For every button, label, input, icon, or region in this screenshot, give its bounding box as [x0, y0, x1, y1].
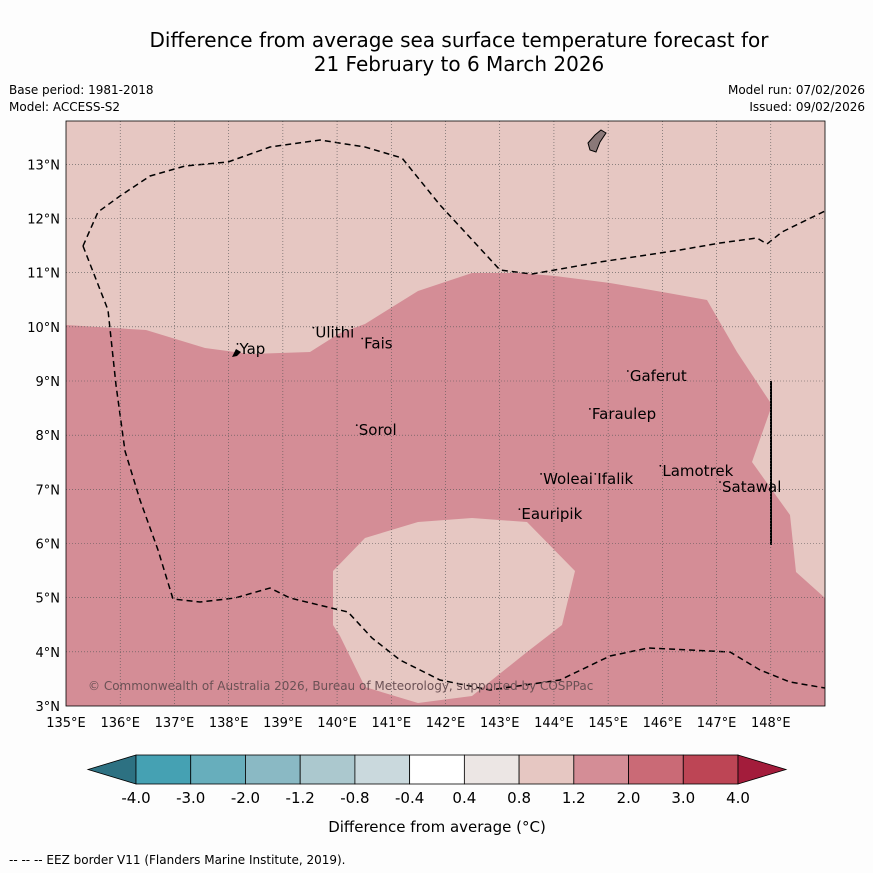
meta-left: Base period: 1981-2018 Model: ACCESS-S2	[9, 82, 154, 116]
place-label-gaferut: Gaferut	[630, 367, 687, 385]
lon-tick-label: 141°E	[372, 716, 412, 731]
place-label-yap: Yap	[238, 340, 265, 358]
colorbar-segment	[409, 754, 465, 785]
title-line-1: Difference from average sea surface temp…	[149, 28, 769, 52]
lat-tick-label: 7°N	[36, 483, 61, 498]
place-label-lamotrek: Lamotrek	[662, 462, 733, 480]
lon-tick-label: 142°E	[426, 716, 466, 731]
lon-tick-label: 144°E	[534, 716, 574, 731]
place-label-sorol: Sorol	[359, 421, 397, 439]
lon-tick-label: 137°E	[155, 716, 195, 731]
place-label-ulithi: Ulithi	[315, 324, 354, 342]
atoll-marker	[659, 464, 662, 467]
colorbar-tick-label: -2.0	[231, 789, 260, 807]
atoll-marker	[719, 481, 721, 483]
colorbar-tick-label: -0.8	[340, 789, 369, 807]
model-run: Model run: 07/02/2026	[727, 83, 865, 97]
map-plot-area: Yap Ulithi Fais Sorol Gaferut Faraulep Woleai I…	[66, 121, 825, 706]
colorbar-tick-label: 0.4	[452, 789, 476, 807]
lat-tick-label: 13°N	[27, 158, 60, 173]
lat-tick-label: 9°N	[36, 375, 61, 390]
atoll-marker	[236, 343, 239, 345]
colorbar-segment	[628, 754, 684, 785]
lon-tick-label: 136°E	[100, 716, 140, 731]
latitude-tick-labels: 3°N 4°N 5°N 6°N 7°N 8°N 9°N 10°N 11°N 12°N 13°N	[27, 158, 60, 715]
atoll-marker	[594, 473, 597, 475]
colorbar-segment	[135, 754, 192, 785]
colorbar-segment	[299, 754, 356, 785]
lon-tick-label: 148°E	[751, 716, 791, 731]
place-label-woleai: Woleai	[543, 470, 593, 488]
lon-tick-label: 145°E	[588, 716, 628, 731]
lat-tick-label: 10°N	[27, 321, 60, 336]
lat-tick-label: 12°N	[27, 213, 60, 228]
copyright-notice: © Commonwealth of Australia 2026, Bureau…	[88, 679, 593, 693]
lon-tick-label: 135°E	[46, 716, 86, 731]
eez-border-west	[82, 139, 825, 275]
atoll-marker	[588, 408, 591, 410]
colorbar-title: Difference from average (°C)	[328, 818, 546, 836]
atoll-marker	[626, 370, 629, 372]
colorbar-tick-label: 2.0	[617, 789, 641, 807]
meta-right: Model run: 07/02/2026 Issued: 09/02/2026	[728, 82, 865, 116]
atoll-marker	[518, 508, 521, 511]
place-label-eauripik: Eauripik	[521, 505, 582, 523]
colorbar-tick-label: 1.2	[562, 789, 586, 807]
colorbar-tick-label: 3.0	[671, 789, 695, 807]
lon-tick-label: 140°E	[317, 716, 357, 731]
colorbar-segment	[682, 754, 739, 785]
colorbar-tick-label: 0.8	[507, 789, 531, 807]
colorbar-segment	[354, 754, 411, 785]
place-label-satawal: Satawal	[722, 478, 781, 496]
lat-tick-label: 5°N	[36, 592, 61, 607]
colorbar-segment	[573, 754, 629, 785]
lon-tick-label: 138°E	[209, 716, 249, 731]
lat-tick-label: 8°N	[36, 429, 61, 444]
atoll-marker	[361, 337, 364, 340]
place-label-ifalik: Ifalik	[597, 470, 633, 488]
place-label-fais: Fais	[364, 335, 393, 353]
colorbar-tick-label: -1.2	[286, 789, 315, 807]
lat-tick-label: 3°N	[36, 700, 61, 715]
lon-tick-label: 139°E	[263, 716, 303, 731]
colorbar-tick-label: -4.0	[121, 789, 150, 807]
lat-tick-label: 4°N	[36, 646, 61, 661]
lon-tick-label: 147°E	[697, 716, 737, 731]
atoll-marker	[355, 424, 358, 427]
lat-tick-label: 11°N	[27, 267, 60, 282]
graticule	[66, 121, 825, 706]
colorbar-segment	[245, 754, 301, 785]
colorbar-tick-label: -0.4	[395, 789, 424, 807]
lon-tick-label: 143°E	[480, 716, 520, 731]
base-period: Base period: 1981-2018	[9, 83, 154, 97]
lon-tick-label: 146°E	[643, 716, 683, 731]
title-line-2: 21 February to 6 March 2026	[313, 52, 605, 76]
eez-footnote: -- -- -- EEZ border V11 (Flanders Marine…	[9, 853, 346, 867]
model-name: Model: ACCESS-S2	[9, 100, 121, 114]
issued-date: Issued: 09/02/2026	[749, 100, 865, 114]
colorbar-high-extend	[737, 754, 788, 785]
guam-island	[587, 129, 607, 153]
place-label-faraulep: Faraulep	[592, 405, 656, 423]
atoll-marker	[312, 326, 315, 329]
yap-island	[232, 349, 241, 357]
colorbar-tick-label: 4.0	[726, 789, 750, 807]
map-frame	[65, 120, 826, 707]
eez-border-west-side	[82, 245, 825, 691]
colorbar-segment	[463, 754, 520, 785]
colorbar-tick-label: -3.0	[176, 789, 205, 807]
place-labels: Yap Ulithi Fais Sorol Gaferut Faraulep Woleai I…	[236, 324, 781, 523]
colorbar: -4.0 -3.0 -2.0 -1.2 -0.8 -0.4 0.4 0.8 1.2 2.0 3.0 4…	[86, 754, 788, 807]
atoll-marker	[540, 473, 542, 475]
colorbar-segment	[190, 754, 246, 785]
longitude-tick-labels: 135°E 136°E 137°E 138°E 139°E 140°E 141°E 142°E…	[46, 716, 790, 731]
colorbar-segment	[518, 754, 575, 785]
map-title: Difference from average sea surface temp…	[0, 28, 873, 76]
colorbar-low-extend	[86, 754, 137, 785]
lat-tick-label: 6°N	[36, 538, 61, 553]
